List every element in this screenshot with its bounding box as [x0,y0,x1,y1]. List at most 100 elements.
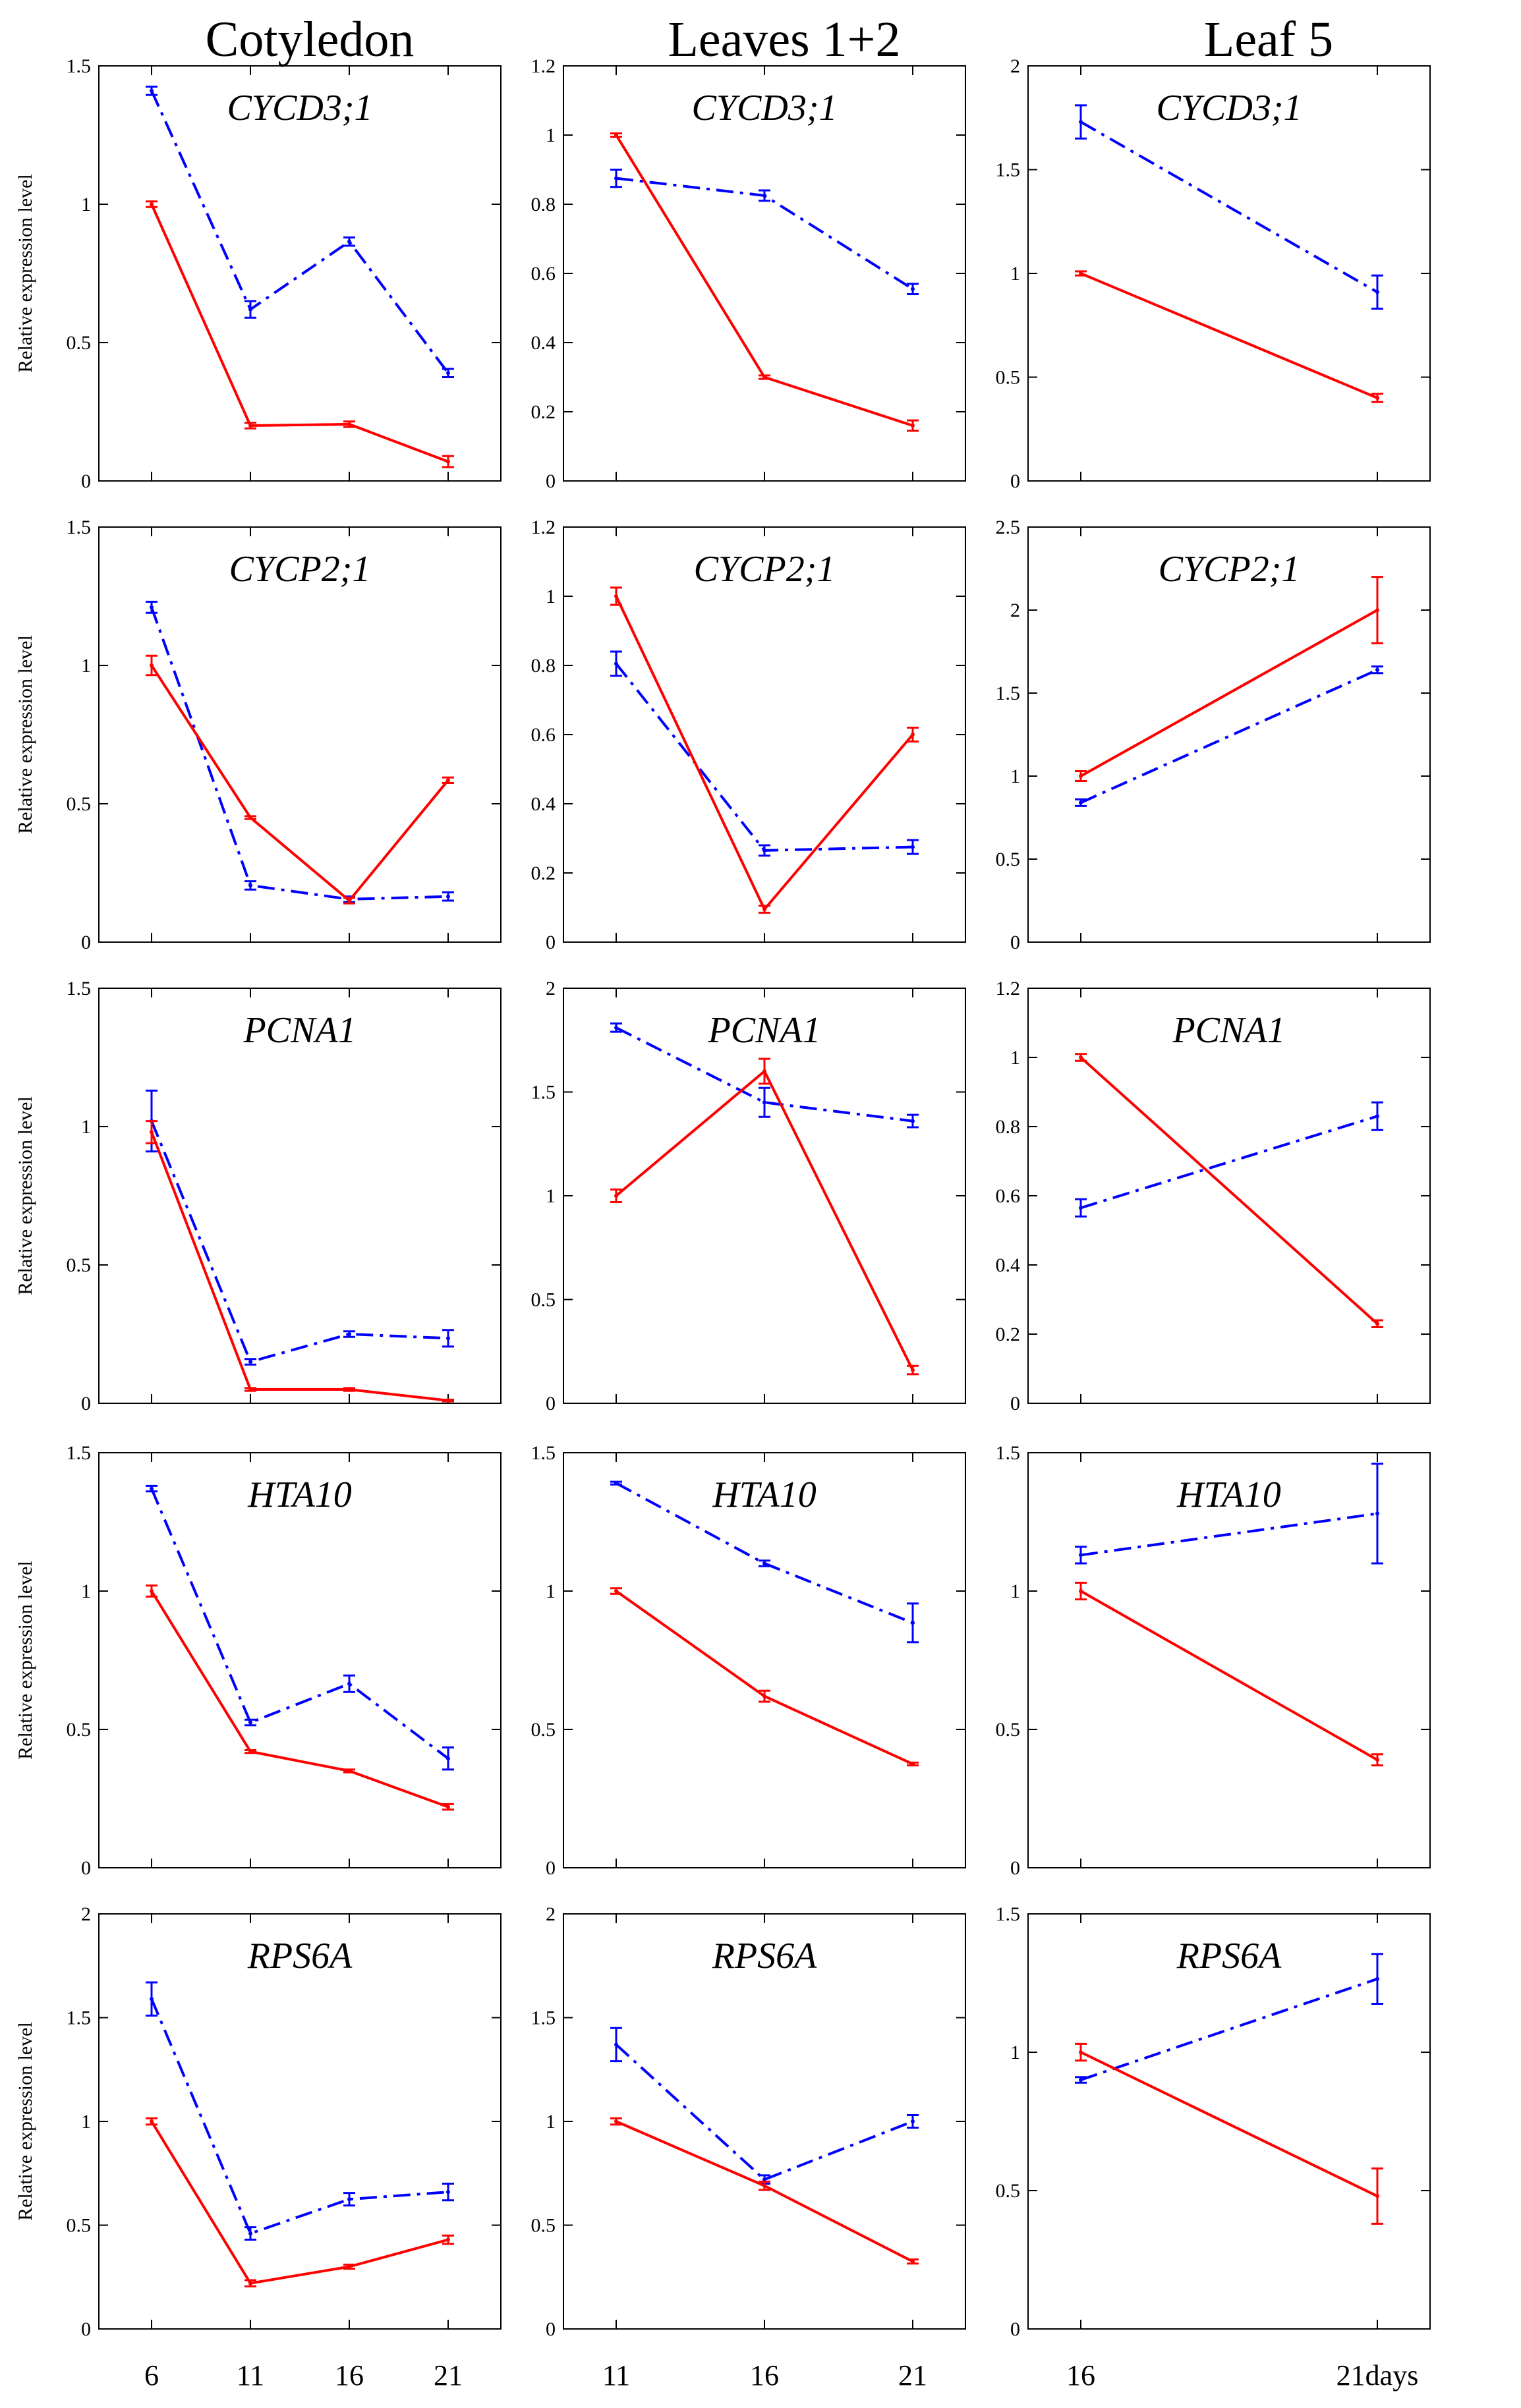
y-tick-label: 0.5 [67,332,92,354]
data-point-blue-dashdot [762,848,766,853]
plot-frame [1027,1452,1431,1868]
y-tick-label: 0.5 [67,1254,92,1276]
y-tick-label: 0.2 [996,1324,1021,1345]
plot-frame [98,65,502,482]
y-tick-label: 1.5 [67,978,92,999]
series-line-blue-dashdot [150,1998,449,2235]
series-line-red-solid [1080,1590,1378,1761]
y-tick-label: 1.2 [531,55,556,77]
data-point-red-solid [347,1769,351,1773]
y-tick-label: 1 [1010,1047,1020,1069]
gene-title: HTA10 [712,1474,817,1515]
data-point-red-solid [347,899,351,903]
data-point-blue-dashdot [911,287,915,291]
y-tick-label: 2 [1010,55,1020,77]
data-point-blue-dashdot [614,176,618,181]
y-tick-label: 0 [81,932,91,953]
y-tick-label: 0 [81,1393,91,1414]
y-tick-label: 1 [546,2111,556,2133]
gene-title: RPS6A [1176,1936,1282,1976]
y-tick-label: 0.5 [67,793,92,815]
gene-title: RPS6A [247,1936,353,1976]
data-point-blue-dashdot [347,1332,351,1336]
data-point-blue-dashdot [1375,667,1379,672]
series-line-red-solid [1080,609,1378,777]
y-tick-label: 2 [546,1903,556,1925]
data-point-red-solid [762,1694,766,1698]
y-tick-label: 0 [1010,1393,1020,1414]
series-line-red-solid [1080,2051,1378,2198]
data-point-red-solid [911,1762,915,1766]
data-point-red-solid [614,1589,618,1593]
data-point-red-solid [446,1398,450,1403]
data-point-blue-dashdot [1079,1553,1083,1557]
y-tick-label: 0 [1010,1857,1020,1879]
data-point-red-solid [150,1130,154,1134]
y-tick-label: 0.5 [67,2215,92,2237]
y-tick-label: 0 [546,1857,556,1879]
data-point-red-solid [614,2119,618,2123]
panel-cycp2-1-cotyledon: 0 0.5 1 1.5 Relative expression level CYCP2;1 [14,517,502,953]
panel-hta10-leaves-1-2: 0 0.5 1 1.5 HTA10 [531,1442,966,1879]
y-axis-label: Relative expression level [14,174,36,373]
x-tick-label: 11 [237,2359,264,2392]
data-point-red-solid [1079,774,1083,778]
data-point-blue-dashdot [150,88,154,93]
y-tick-label: 1 [546,1581,556,1602]
panel-cycd3-1-leaves-1-2: 0 0.2 0.4 0.6 0.8 1 1.2 CYCD3;1 [531,55,966,492]
data-point-red-solid [911,1368,915,1372]
data-point-blue-dashdot [150,605,154,609]
data-point-red-solid [446,1805,450,1809]
gene-title: CYCP2;1 [1159,549,1300,590]
y-tick-label: 1 [1010,766,1020,787]
data-point-red-solid [446,2237,450,2242]
x-axis-labels: 6 11 16 21 11 16 21 16 21days [144,2359,1418,2392]
panel-hta10-leaf-5: 0 0.5 1 1.5 HTA10 [996,1442,1431,1879]
series-line-red-solid [615,134,913,427]
gene-title: CYCD3;1 [227,88,373,128]
y-tick-label: 0.8 [531,194,556,215]
panel-pcna1-leaf-5: 0 0.2 0.4 0.6 0.8 1 1.2 PCNA1 [996,978,1431,1414]
y-tick-label: 1 [1010,263,1020,285]
y-tick-label: 1.5 [67,55,92,77]
y-tick-label: 1.5 [531,2007,556,2029]
data-point-red-solid [150,663,154,667]
y-tick-label: 0 [546,1393,556,1414]
data-point-red-solid [248,816,252,820]
series-line-blue-dashdot [150,90,449,374]
data-point-blue-dashdot [347,1681,351,1686]
data-point-red-solid [1079,1055,1083,1059]
column-title-leaves-1-2: Leaves 1+2 [668,12,900,67]
y-tick-label: 0 [1010,932,1020,953]
gene-title: PCNA1 [1172,1010,1285,1051]
gene-title: HTA10 [247,1474,352,1515]
data-point-blue-dashdot [1375,1114,1379,1119]
data-point-red-solid [150,1589,154,1593]
series-line-red-solid [150,664,449,902]
data-point-red-solid [614,1194,618,1198]
y-tick-label: 0.5 [531,2215,556,2237]
data-point-blue-dashdot [614,2042,618,2047]
plot-frame [1027,1913,1431,2330]
y-tick-label: 0 [546,470,556,492]
panel-cycp2-1-leaves-1-2: 0 0.2 0.4 0.6 0.8 1 1.2 CYCP2;1 [531,517,966,953]
y-tick-label: 2 [81,1903,91,1925]
y-tick-label: 0 [81,470,91,492]
series-line-blue-dashdot [150,1120,449,1363]
panel-cycd3-1-leaf-5: 0 0.5 1 1.5 2 CYCD3;1 [996,55,1431,492]
data-point-red-solid [762,907,766,912]
y-tick-label: 0.4 [531,332,556,354]
y-tick-label: 0.5 [996,367,1021,389]
y-tick-label: 1 [81,655,91,677]
gene-title: CYCP2;1 [229,549,371,590]
data-point-blue-dashdot [150,1486,154,1491]
y-tick-label: 0 [1010,470,1020,492]
data-point-red-solid [1375,396,1379,400]
data-point-blue-dashdot [347,239,351,244]
data-point-blue-dashdot [446,1336,450,1341]
data-point-red-solid [1079,271,1083,275]
panel-hta10-cotyledon: 0 0.5 1 1.5 Relative expression level HTA10 [14,1442,502,1879]
data-point-red-solid [762,375,766,379]
y-tick-label: 1.5 [996,1442,1021,1464]
y-axis-label: Relative expression level [14,2022,36,2221]
